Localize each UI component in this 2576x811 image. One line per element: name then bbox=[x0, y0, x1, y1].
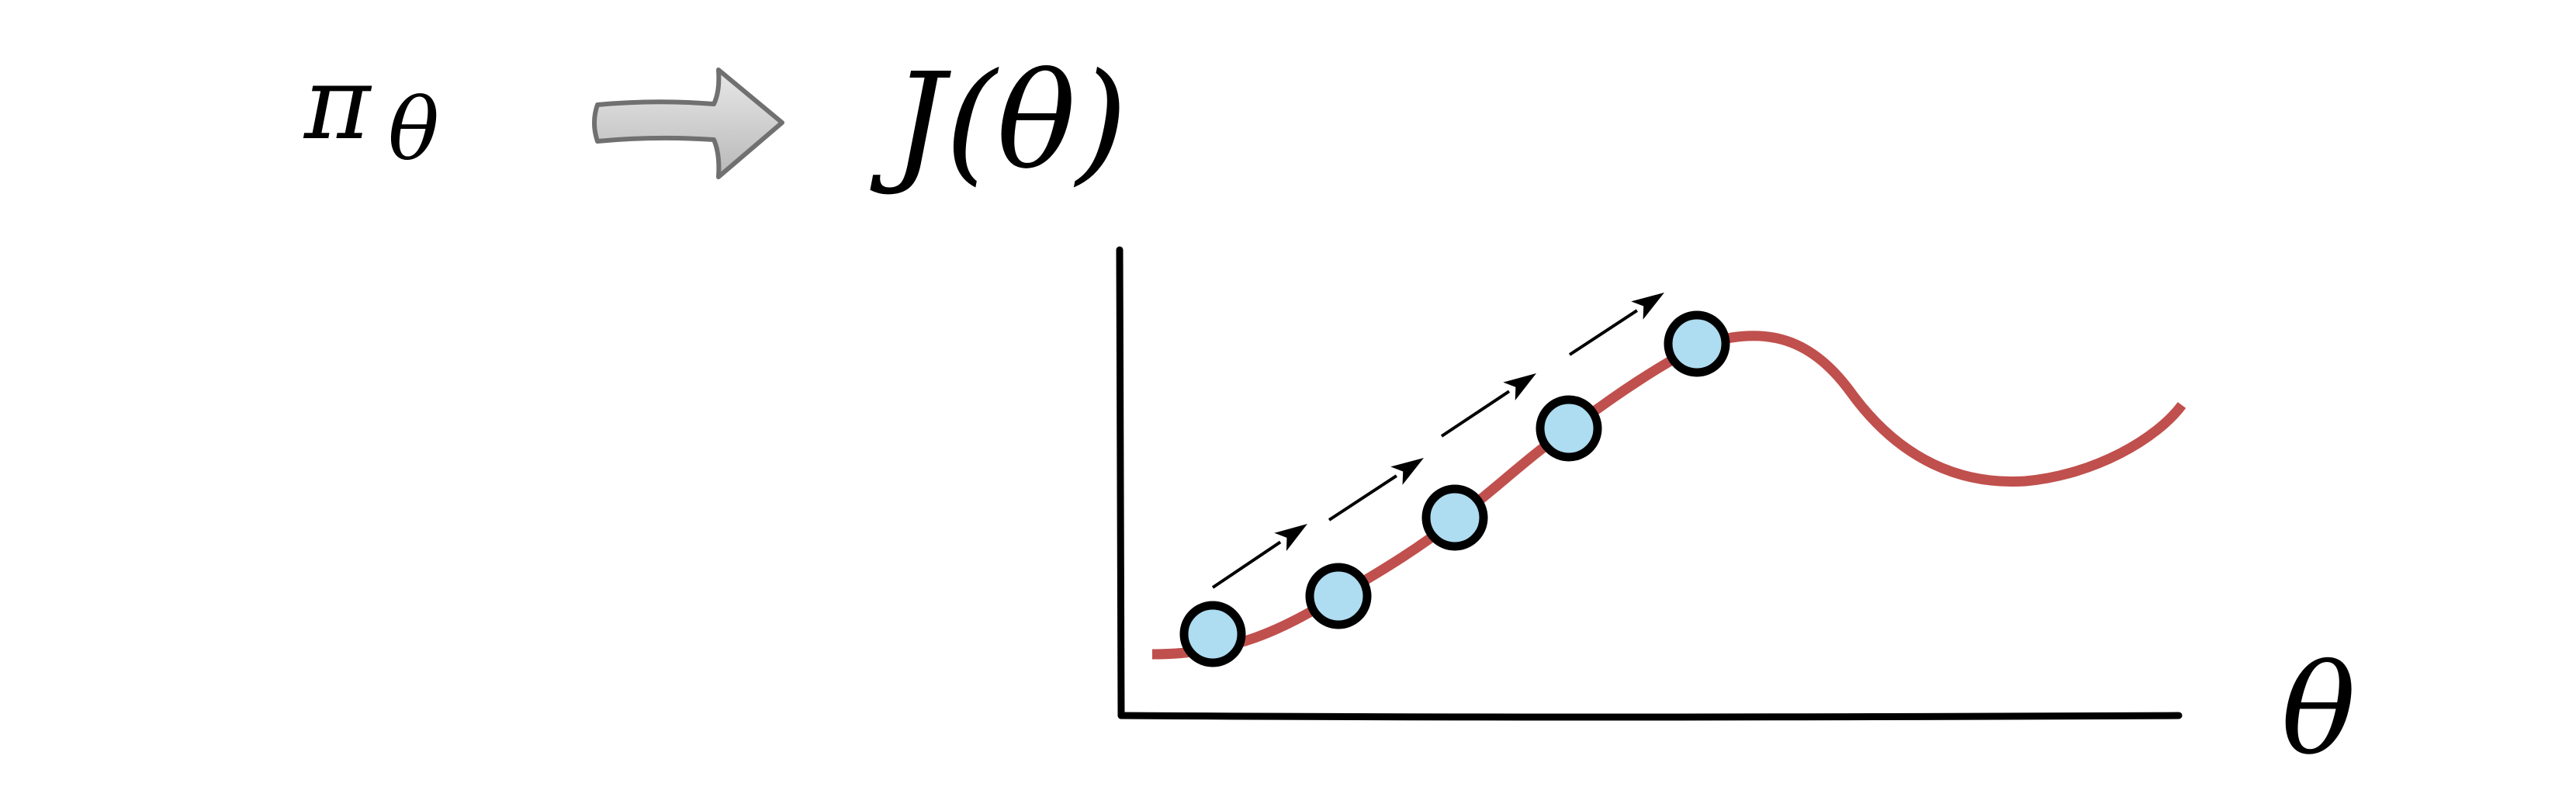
sample-point bbox=[1536, 395, 1602, 462]
gradient-step-arrows bbox=[1211, 293, 1664, 589]
sample-point bbox=[1421, 484, 1488, 551]
diagonal-step-arrow-icon bbox=[1440, 373, 1536, 438]
sample-point bbox=[1664, 310, 1730, 377]
diagonal-step-arrow-icon bbox=[1328, 458, 1424, 522]
sample-point bbox=[1179, 601, 1246, 667]
policy-label: π θ bbox=[303, 44, 439, 179]
block-right-arrow-icon bbox=[592, 68, 784, 179]
axes bbox=[1116, 246, 2183, 721]
diagonal-step-arrow-icon bbox=[1568, 293, 1664, 356]
sample-points bbox=[1179, 310, 1730, 667]
sample-point bbox=[1305, 563, 1372, 629]
objective-label: J(θ) bbox=[870, 45, 1127, 199]
y-axis bbox=[1116, 246, 1125, 719]
policy-symbol: π bbox=[303, 44, 372, 162]
x-axis-label: θ bbox=[2281, 637, 2356, 782]
x-axis bbox=[1117, 712, 2183, 721]
policy-subscript: θ bbox=[388, 80, 439, 179]
objective-curve bbox=[1151, 331, 2186, 660]
diagonal-step-arrow-icon bbox=[1211, 524, 1307, 589]
